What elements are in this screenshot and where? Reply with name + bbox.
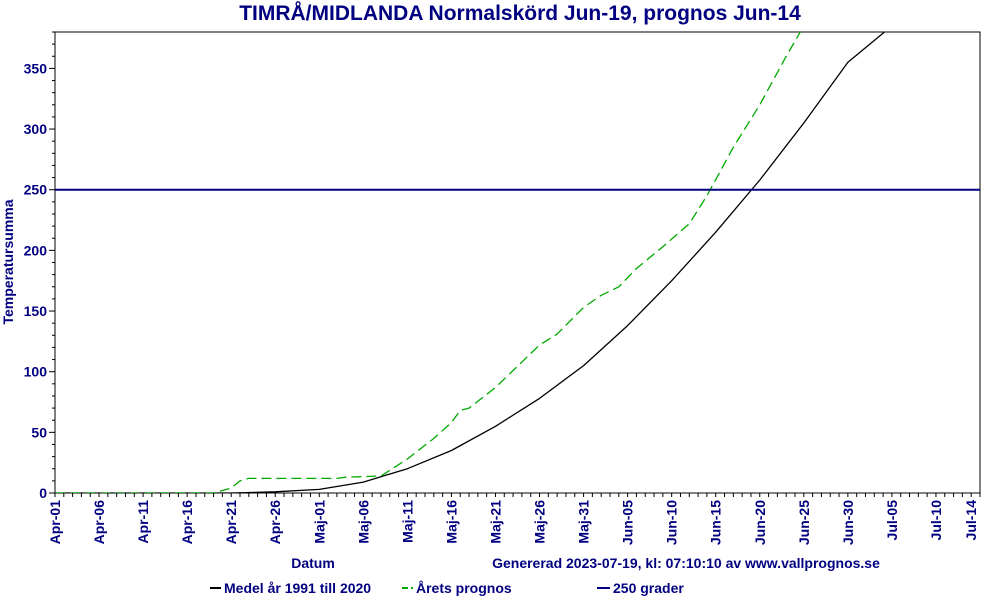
series-line-1 xyxy=(55,32,886,493)
x-tick-label: Apr-26 xyxy=(267,500,283,545)
x-tick-label: Maj-01 xyxy=(311,500,327,544)
x-tick-label: Jun-05 xyxy=(620,500,636,545)
x-axis: Apr-01 Apr-06 Apr-11 Apr-16 Apr-21 Apr-26 Maj-… xyxy=(47,493,981,545)
x-tick-label: Apr-01 xyxy=(47,500,63,545)
legend-label: Medel år 1991 till 2020 xyxy=(224,580,371,596)
y-tick-label: 150 xyxy=(24,303,48,319)
y-axis: 0 50 100 150 200 250 300 350 xyxy=(24,31,55,501)
y-tick-label: 200 xyxy=(24,242,48,258)
y-tick-label: 300 xyxy=(24,121,48,137)
legend: Medel år 1991 till 2020 Årets prognos 250 … xyxy=(210,580,684,596)
x-tick-label: Maj-06 xyxy=(355,500,371,544)
x-axis-label: Datum xyxy=(291,555,335,571)
x-tick-label: Maj-26 xyxy=(532,500,548,544)
x-tick-label: Jun-30 xyxy=(840,500,856,545)
x-tick-label: Maj-31 xyxy=(576,500,592,544)
x-tick-label: Jul-05 xyxy=(884,500,900,541)
x-tick-label: Jul-10 xyxy=(928,500,944,541)
x-tick-label: Maj-16 xyxy=(443,500,459,544)
y-tick-label: 100 xyxy=(24,364,48,380)
y-tick-label: 350 xyxy=(24,60,48,76)
y-tick-label: 50 xyxy=(31,424,47,440)
legend-label: 250 grader xyxy=(613,580,684,596)
x-tick-label: Maj-21 xyxy=(487,500,503,544)
x-tick-label: Apr-11 xyxy=(135,500,151,544)
x-tick-label: Jul-14 xyxy=(963,500,979,541)
x-tick-label: Maj-11 xyxy=(399,500,415,543)
x-tick-label: Jun-20 xyxy=(752,500,768,545)
plot-area xyxy=(54,31,981,494)
y-tick-label: 250 xyxy=(24,182,48,198)
x-tick-label: Jun-25 xyxy=(796,500,812,545)
x-tick-label: Apr-21 xyxy=(223,500,239,545)
y-axis-label: Temperatursumma xyxy=(0,199,16,324)
x-tick-label: Apr-16 xyxy=(179,500,195,545)
generated-note: Genererad 2023-07-19, kl: 07:10:10 av ww… xyxy=(492,555,880,571)
x-tick-label: Jun-15 xyxy=(708,500,724,545)
x-tick-label: Jun-10 xyxy=(664,500,680,545)
chart-title: TIMRÅ/MIDLANDA Normalskörd Jun-19, progn… xyxy=(239,1,801,25)
series-line-2 xyxy=(55,32,802,493)
series-layer xyxy=(55,32,980,493)
y-tick-label: 0 xyxy=(39,485,47,501)
x-tick-label: Apr-06 xyxy=(91,500,107,545)
legend-label: Årets prognos xyxy=(416,580,512,596)
